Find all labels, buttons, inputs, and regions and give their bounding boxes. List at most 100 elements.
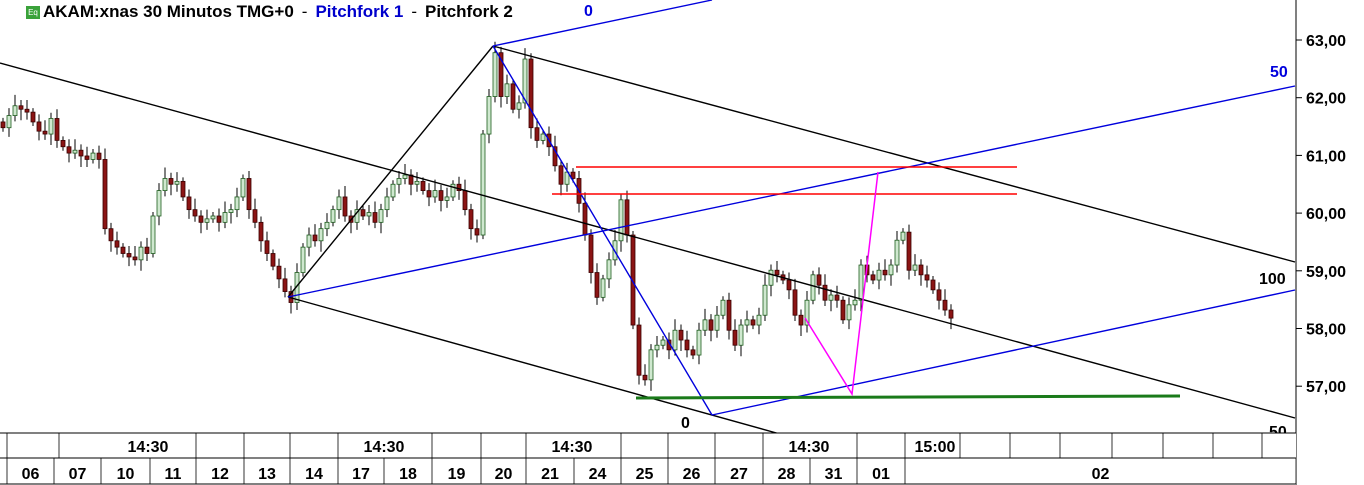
candle <box>510 79 516 114</box>
candle <box>930 275 936 294</box>
candle-body <box>228 209 234 213</box>
candle-body <box>138 246 144 261</box>
pitchfork-1[interactable] <box>287 0 1296 416</box>
candle-body <box>768 269 774 286</box>
candle-body <box>372 212 378 223</box>
candle-body <box>498 52 504 97</box>
candle-body <box>906 231 912 271</box>
pitchfork2-median-line[interactable] <box>0 62 1296 419</box>
candle <box>168 172 174 196</box>
candle-body <box>582 202 588 236</box>
study-pitchfork-2[interactable]: Pitchfork 2 <box>425 2 513 21</box>
candle-body <box>684 339 690 351</box>
candle <box>180 177 186 201</box>
date-label: 06 <box>22 466 40 483</box>
candle-body <box>234 196 240 211</box>
candle-body <box>642 374 648 381</box>
candle-body <box>528 58 534 129</box>
candle-body <box>858 264 864 301</box>
candle <box>228 203 234 224</box>
candle-body <box>396 178 402 185</box>
candle-body <box>192 209 198 217</box>
study-pitchfork-1[interactable]: Pitchfork 1 <box>315 2 404 21</box>
candle-body <box>216 215 222 223</box>
candle <box>852 289 858 311</box>
candle-body <box>834 294 840 301</box>
pitchfork2-handle-line[interactable] <box>287 45 494 298</box>
candle <box>84 146 90 167</box>
candle-body <box>678 329 684 341</box>
candle-body <box>924 274 930 281</box>
pitchfork2-label-100: 100 <box>1259 271 1286 288</box>
legend-separator: - <box>411 2 417 21</box>
candle <box>192 198 198 222</box>
candle-body <box>78 149 84 157</box>
price-tick-label: 60,00 <box>1306 206 1346 223</box>
candle-body <box>486 96 492 135</box>
candle-body <box>810 274 816 301</box>
candle-body <box>474 228 480 236</box>
pitchfork-2[interactable] <box>0 45 1296 435</box>
candle-body <box>84 155 90 160</box>
price-axis[interactable] <box>1296 0 1364 485</box>
candle-body <box>594 272 600 298</box>
pitchfork2-upper-tine[interactable] <box>492 45 1296 263</box>
candle <box>162 167 168 197</box>
candle-body <box>390 183 396 198</box>
candle <box>240 174 246 201</box>
candle-body <box>936 289 942 301</box>
pitchfork1-handle-line[interactable] <box>492 45 713 416</box>
price-tick-label: 59,00 <box>1306 264 1346 281</box>
pitchfork1-lower-tine[interactable] <box>711 289 1296 416</box>
candle-body <box>276 265 282 280</box>
green-support-line[interactable] <box>635 394 1181 400</box>
candle-body <box>66 146 72 154</box>
magenta-projection-path[interactable] <box>804 171 879 397</box>
candle-body <box>342 196 348 217</box>
pitchfork1-median-line[interactable] <box>287 85 1296 298</box>
candle <box>948 304 954 330</box>
date-label: 28 <box>778 466 796 483</box>
date-label: 07 <box>69 466 87 483</box>
candle <box>732 319 738 352</box>
candle-body <box>540 133 546 141</box>
candle-body <box>720 299 726 316</box>
candle-body <box>330 209 336 223</box>
candle <box>660 336 666 350</box>
candle-body <box>156 190 162 217</box>
pitchfork2-label-0: 0 <box>681 415 690 432</box>
candle-body <box>300 246 306 273</box>
candle <box>198 210 204 234</box>
candle-body <box>624 199 630 236</box>
candle <box>366 205 372 226</box>
candle <box>834 285 840 308</box>
candle <box>18 100 24 121</box>
pitchfork1-upper-tine[interactable] <box>492 0 713 47</box>
candle-body <box>702 319 708 331</box>
candle <box>6 108 12 137</box>
candle <box>252 198 258 229</box>
candle <box>606 252 612 289</box>
candle <box>858 259 864 312</box>
candle <box>654 336 660 358</box>
date-label: 20 <box>495 466 513 483</box>
candle <box>720 296 726 320</box>
time-axis[interactable] <box>0 433 1296 485</box>
candle <box>216 208 222 232</box>
candle <box>768 264 774 297</box>
candle <box>642 364 648 386</box>
symbol-title[interactable]: AKAM:xnas 30 Minutos TMG+0 <box>43 2 294 21</box>
date-label: 31 <box>825 466 843 483</box>
pitchfork2-lower-tine[interactable] <box>287 296 781 435</box>
candle <box>24 100 30 120</box>
candle <box>342 185 348 222</box>
candle-body <box>270 253 276 267</box>
candle <box>72 139 78 159</box>
candle <box>900 228 906 245</box>
candle-body <box>630 234 636 326</box>
candle <box>378 203 384 234</box>
candle <box>42 120 48 140</box>
candle <box>12 94 18 122</box>
time-label: 14:30 <box>128 439 169 456</box>
